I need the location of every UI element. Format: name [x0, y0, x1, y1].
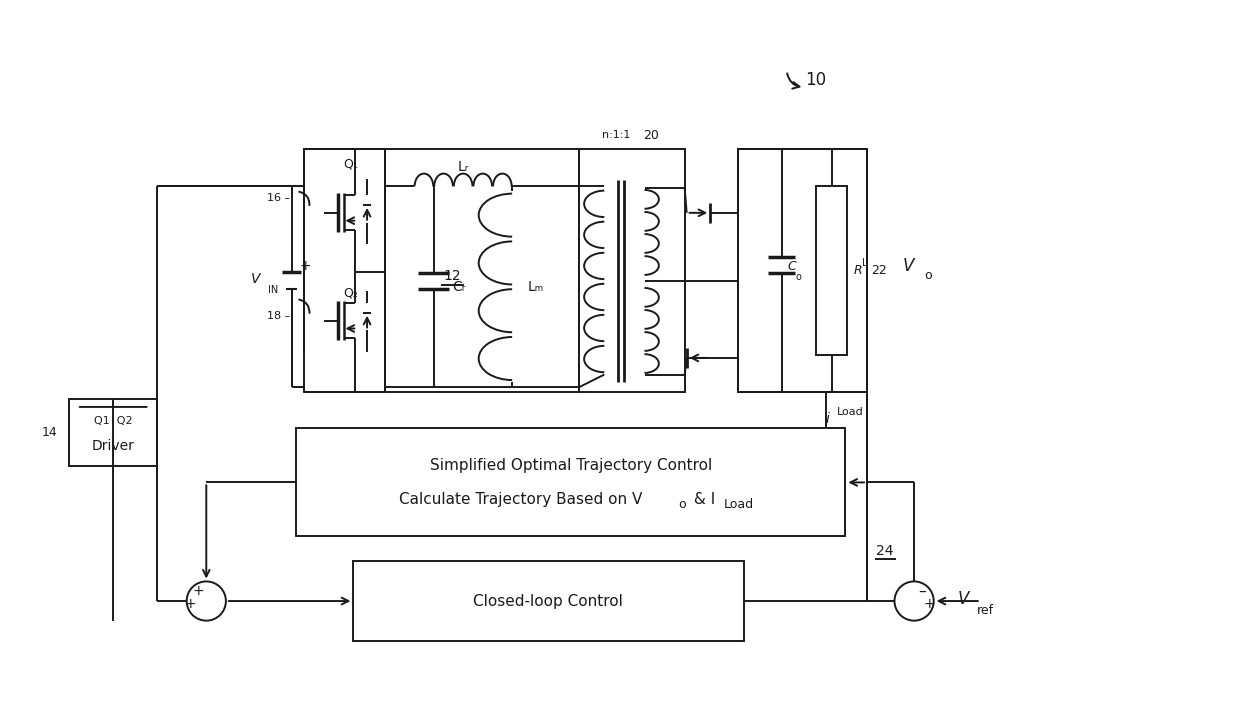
- Text: n:1:1: n:1:1: [601, 130, 630, 141]
- Text: L: L: [862, 258, 868, 268]
- Text: o: o: [678, 498, 686, 511]
- Text: & I: & I: [688, 491, 715, 507]
- Text: o: o: [924, 269, 931, 282]
- Text: o: o: [796, 271, 801, 281]
- Bar: [304, 149, 384, 392]
- Bar: [353, 561, 744, 641]
- Text: 22: 22: [870, 264, 887, 277]
- Text: Lₘ: Lₘ: [527, 280, 544, 294]
- Text: Load: Load: [837, 407, 863, 417]
- Text: 10: 10: [806, 71, 827, 90]
- Text: Load: Load: [724, 498, 754, 511]
- Text: Cᵣ: Cᵣ: [453, 280, 466, 294]
- Bar: [738, 149, 867, 392]
- Bar: [69, 399, 157, 466]
- Text: Q₁: Q₁: [343, 157, 358, 170]
- Text: Lᵣ: Lᵣ: [458, 160, 469, 174]
- Bar: [384, 149, 579, 392]
- Text: V: V: [957, 590, 968, 608]
- Text: 16 –: 16 –: [268, 193, 290, 203]
- Text: +: +: [924, 597, 936, 611]
- Text: Simplified Optimal Trajectory Control: Simplified Optimal Trajectory Control: [430, 458, 712, 473]
- Text: 20: 20: [642, 129, 658, 142]
- Text: 18 –: 18 –: [268, 311, 290, 321]
- Text: C: C: [787, 260, 796, 273]
- Text: Driver: Driver: [92, 439, 135, 453]
- Text: 12: 12: [444, 269, 461, 283]
- Bar: [579, 149, 684, 392]
- Text: +: +: [300, 259, 311, 273]
- Text: i: i: [826, 411, 830, 426]
- Bar: [296, 428, 846, 537]
- Text: Closed-loop Control: Closed-loop Control: [474, 594, 624, 609]
- Text: Q1  Q2: Q1 Q2: [94, 416, 133, 426]
- Text: 24: 24: [875, 544, 894, 558]
- Text: IN: IN: [268, 286, 278, 296]
- Text: –: –: [918, 584, 926, 599]
- Text: +: +: [192, 584, 205, 598]
- Text: 14: 14: [41, 426, 57, 439]
- Text: R: R: [853, 264, 862, 277]
- Text: Q₂: Q₂: [343, 287, 358, 300]
- Text: +: +: [185, 597, 196, 611]
- Text: Calculate Trajectory Based on V: Calculate Trajectory Based on V: [399, 491, 642, 507]
- Text: V: V: [903, 257, 914, 275]
- Bar: [816, 187, 847, 355]
- Text: V: V: [250, 272, 260, 286]
- Text: ref: ref: [977, 604, 994, 617]
